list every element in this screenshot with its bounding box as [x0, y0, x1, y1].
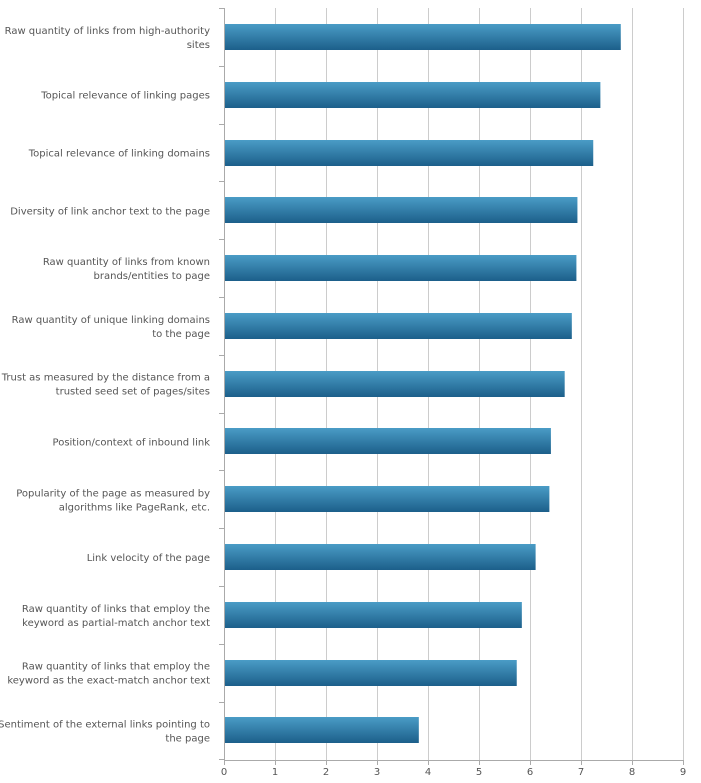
- x-tick-label: 7: [578, 767, 584, 778]
- x-tick-label: 5: [476, 767, 482, 778]
- category-label: sites: [187, 40, 210, 51]
- x-tick-label: 0: [221, 767, 227, 778]
- category-label: Sentiment of the external links pointing…: [0, 720, 210, 731]
- bar: [225, 428, 551, 454]
- bar-layer: [225, 24, 621, 743]
- bar: [225, 82, 601, 108]
- category-label: Raw quantity of links from known: [43, 257, 210, 268]
- category-label: Position/context of inbound link: [53, 438, 211, 449]
- category-label: Trust as measured by the distance from a: [1, 373, 210, 384]
- category-label: to the page: [152, 329, 210, 340]
- bar: [225, 544, 536, 570]
- category-label-layer: Raw quantity of links from high-authorit…: [0, 26, 210, 745]
- x-tick-label: 1: [272, 767, 278, 778]
- bar: [225, 602, 522, 628]
- category-label: Diversity of link anchor text to the pag…: [10, 206, 210, 217]
- bar: [225, 371, 565, 397]
- bar: [225, 24, 621, 50]
- category-label: Raw quantity of links from high-authorit…: [5, 26, 210, 37]
- bar: [225, 140, 594, 166]
- category-label: Raw quantity of unique linking domains: [12, 315, 210, 326]
- category-label: keyword as partial-match anchor text: [22, 618, 210, 629]
- category-label: keyword as the exact-match anchor text: [7, 676, 210, 687]
- category-label: Popularity of the page as measured by: [16, 488, 210, 499]
- x-tick-label: 9: [680, 767, 686, 778]
- bar: [225, 197, 578, 223]
- category-label: Link velocity of the page: [87, 553, 210, 564]
- category-label: Topical relevance of linking pages: [40, 91, 210, 102]
- x-tick-label: 8: [629, 767, 635, 778]
- category-label: Topical relevance of linking domains: [28, 149, 210, 160]
- x-tick-label: 6: [527, 767, 533, 778]
- bar: [225, 660, 517, 686]
- category-label: trusted seed set of pages/sites: [56, 387, 210, 398]
- category-label: algorithms like PageRank, etc.: [59, 502, 210, 513]
- x-tick-label: 2: [323, 767, 329, 778]
- x-tick-label: 4: [425, 767, 431, 778]
- bar: [225, 313, 572, 339]
- bar: [225, 717, 419, 743]
- category-label: Raw quantity of links that employ the: [22, 662, 210, 673]
- x-tick-layer: 0 1 2 3 4 5 6 7 8 9: [221, 760, 686, 778]
- category-label: brands/entities to page: [94, 271, 210, 282]
- x-tick-label: 3: [374, 767, 380, 778]
- bar: [225, 255, 577, 281]
- bar: [225, 486, 550, 512]
- category-label: the page: [165, 734, 210, 745]
- category-label: Raw quantity of links that employ the: [22, 604, 210, 615]
